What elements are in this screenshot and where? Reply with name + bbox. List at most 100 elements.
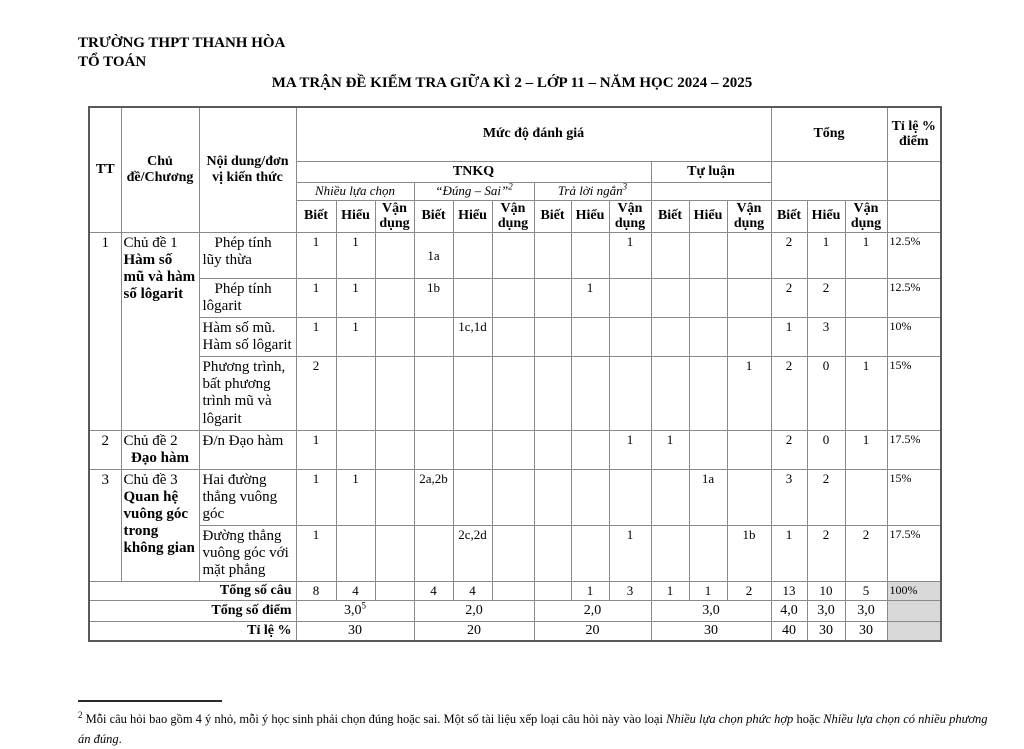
- table-row: Hàm số mũ. Hàm số lôgarit 1 1 1c,1d 1 3 10%: [89, 317, 942, 358]
- total-points-row: Tổng số điểm 3,05 2,0 2,0 3,0 4,0 3,0 3,…: [88, 600, 942, 623]
- level-apply: Vận dụng: [491, 199, 535, 233]
- value-cell: 2: [770, 429, 808, 470]
- value-cell: 1: [844, 231, 888, 279]
- value-cell: [688, 317, 728, 358]
- chapter-prefix: Chủ đề 2: [123, 432, 178, 449]
- footnote-ref-2: 2: [508, 182, 513, 192]
- value-cell: 1: [295, 277, 337, 319]
- footnote-separator: [78, 699, 222, 702]
- value-cell: 4: [413, 581, 454, 602]
- value-cell: [608, 317, 652, 358]
- true-false-label: “Đúng – Sai”: [435, 183, 509, 199]
- percent-understand: 30: [806, 621, 846, 642]
- value-cell: 10%: [886, 317, 942, 358]
- value-cell: [374, 277, 415, 319]
- level-know: Biết: [650, 199, 690, 233]
- value-cell: [688, 277, 728, 319]
- value-cell: 10: [806, 581, 846, 602]
- value-cell: 1: [650, 581, 690, 602]
- value-cell: [650, 231, 690, 279]
- level-understand: Hiểu: [688, 199, 728, 233]
- value-cell: 2: [806, 468, 846, 527]
- value-cell: [570, 429, 610, 470]
- points-understand: 3,0: [806, 600, 846, 623]
- value-cell: [335, 429, 376, 470]
- points-value: 3,0: [344, 603, 362, 619]
- value-cell: 0: [806, 356, 846, 431]
- header-row-levels: Biết Hiểu Vận dụng Biết Hiểu Vận dụng Bi…: [89, 199, 942, 233]
- col-header-tnkq: TNKQ: [295, 160, 652, 183]
- value-cell: [533, 356, 572, 431]
- value-cell: [335, 356, 376, 431]
- table-row: 2 Chủ đề 2 Đạo hàm Đ/n Đạo hàm 1 1 1 2 0 1 17.…: [88, 429, 942, 470]
- value-cell: 1c,1d: [452, 317, 493, 358]
- value-cell: [570, 525, 610, 583]
- footnote-text: hoặc: [793, 711, 824, 726]
- level-understand: Hiểu: [570, 199, 610, 233]
- value-cell: 2: [806, 525, 846, 583]
- value-cell: [452, 356, 493, 431]
- value-cell: [533, 231, 572, 279]
- content-cell: Hàm số mũ. Hàm số lôgarit: [198, 317, 297, 358]
- value-cell: 2c,2d: [452, 525, 493, 583]
- department-name: TỔ TOÁN: [78, 54, 147, 70]
- content-cell: Phép tính lũy thừa: [198, 231, 297, 279]
- level-apply: Vận dụng: [844, 199, 888, 233]
- total-questions-row: Tổng số câu 8 4 4 4 1 3 1 1 2 13 10 5 100%: [88, 581, 942, 602]
- value-cell: 1: [295, 525, 337, 583]
- value-cell: 1a: [688, 468, 728, 527]
- value-cell: 2: [844, 525, 888, 583]
- content-cell: Phương trình, bất phương trình mũ và lôg…: [198, 356, 297, 431]
- value-cell: 1: [295, 468, 337, 527]
- empty-cell: [770, 160, 888, 201]
- topic-number: 2: [88, 429, 122, 470]
- value-cell: [491, 277, 535, 319]
- value-cell: [688, 356, 728, 431]
- level-apply: Vận dụng: [726, 199, 772, 233]
- header-row-main: TT Chủ đề/Chương Nội dung/đơn vị kiến th…: [88, 106, 942, 233]
- value-cell: [533, 429, 572, 470]
- col-header-true-false: “Đúng – Sai”2: [413, 181, 535, 201]
- empty-cell: [886, 621, 942, 642]
- value-cell: 8: [295, 581, 337, 602]
- value-cell: [491, 525, 535, 583]
- value-cell: 1: [295, 317, 337, 358]
- points-essay: 3,0: [650, 600, 772, 623]
- value-cell: 3: [806, 317, 846, 358]
- value-cell: [491, 356, 535, 431]
- value-cell: [374, 317, 415, 358]
- value-cell: [688, 231, 728, 279]
- value-cell: 0: [806, 429, 846, 470]
- col-header-multiple-choice: Nhiều lựa chọn: [295, 181, 415, 201]
- value-cell: 1: [770, 525, 808, 583]
- value-cell: [650, 277, 690, 319]
- footnote: 2 Mỗi câu hỏi bao gồm 4 ý nhỏ, mỗi ý học…: [78, 709, 992, 749]
- level-know: Biết: [533, 199, 572, 233]
- value-cell: 1: [608, 429, 652, 470]
- value-cell: 3: [770, 468, 808, 527]
- value-cell: 2: [295, 356, 337, 431]
- value-cell: [491, 468, 535, 527]
- value-cell: [533, 468, 572, 527]
- value-cell: 13: [770, 581, 808, 602]
- value-cell: [650, 317, 690, 358]
- footnote-italic: Nhiều lựa chọn phức hợp: [666, 711, 794, 726]
- col-header-assessment: Mức độ đánh giá: [295, 106, 772, 162]
- value-cell: 17.5%: [886, 429, 942, 470]
- level-apply: Vận dụng: [608, 199, 652, 233]
- percent-row: Tỉ lệ % 30 20 20 30 40 30 30: [88, 621, 942, 642]
- content-cell: Hai đường thẳng vuông góc: [198, 468, 297, 527]
- value-cell: [570, 356, 610, 431]
- value-cell: 2: [726, 581, 772, 602]
- value-cell: [608, 468, 652, 527]
- points-short-answer: 2,0: [533, 600, 652, 623]
- empty-cell: [886, 199, 942, 233]
- empty-cell: [886, 160, 942, 201]
- content-cell: Đ/n Đạo hàm: [198, 429, 297, 470]
- value-cell: [608, 277, 652, 319]
- value-cell: [491, 231, 535, 279]
- value-cell: [374, 356, 415, 431]
- value-cell: [844, 317, 888, 358]
- value-cell: [533, 525, 572, 583]
- topic-chapter: Chủ đề 1 Hàm số mũ và hàm số lôgarit: [120, 231, 200, 431]
